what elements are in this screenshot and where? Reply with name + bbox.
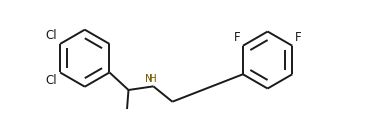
Text: Cl: Cl <box>45 74 57 87</box>
Text: F: F <box>234 31 240 44</box>
Text: N: N <box>145 74 153 84</box>
Text: F: F <box>295 31 301 44</box>
Text: Cl: Cl <box>45 29 57 42</box>
Text: H: H <box>149 74 157 84</box>
